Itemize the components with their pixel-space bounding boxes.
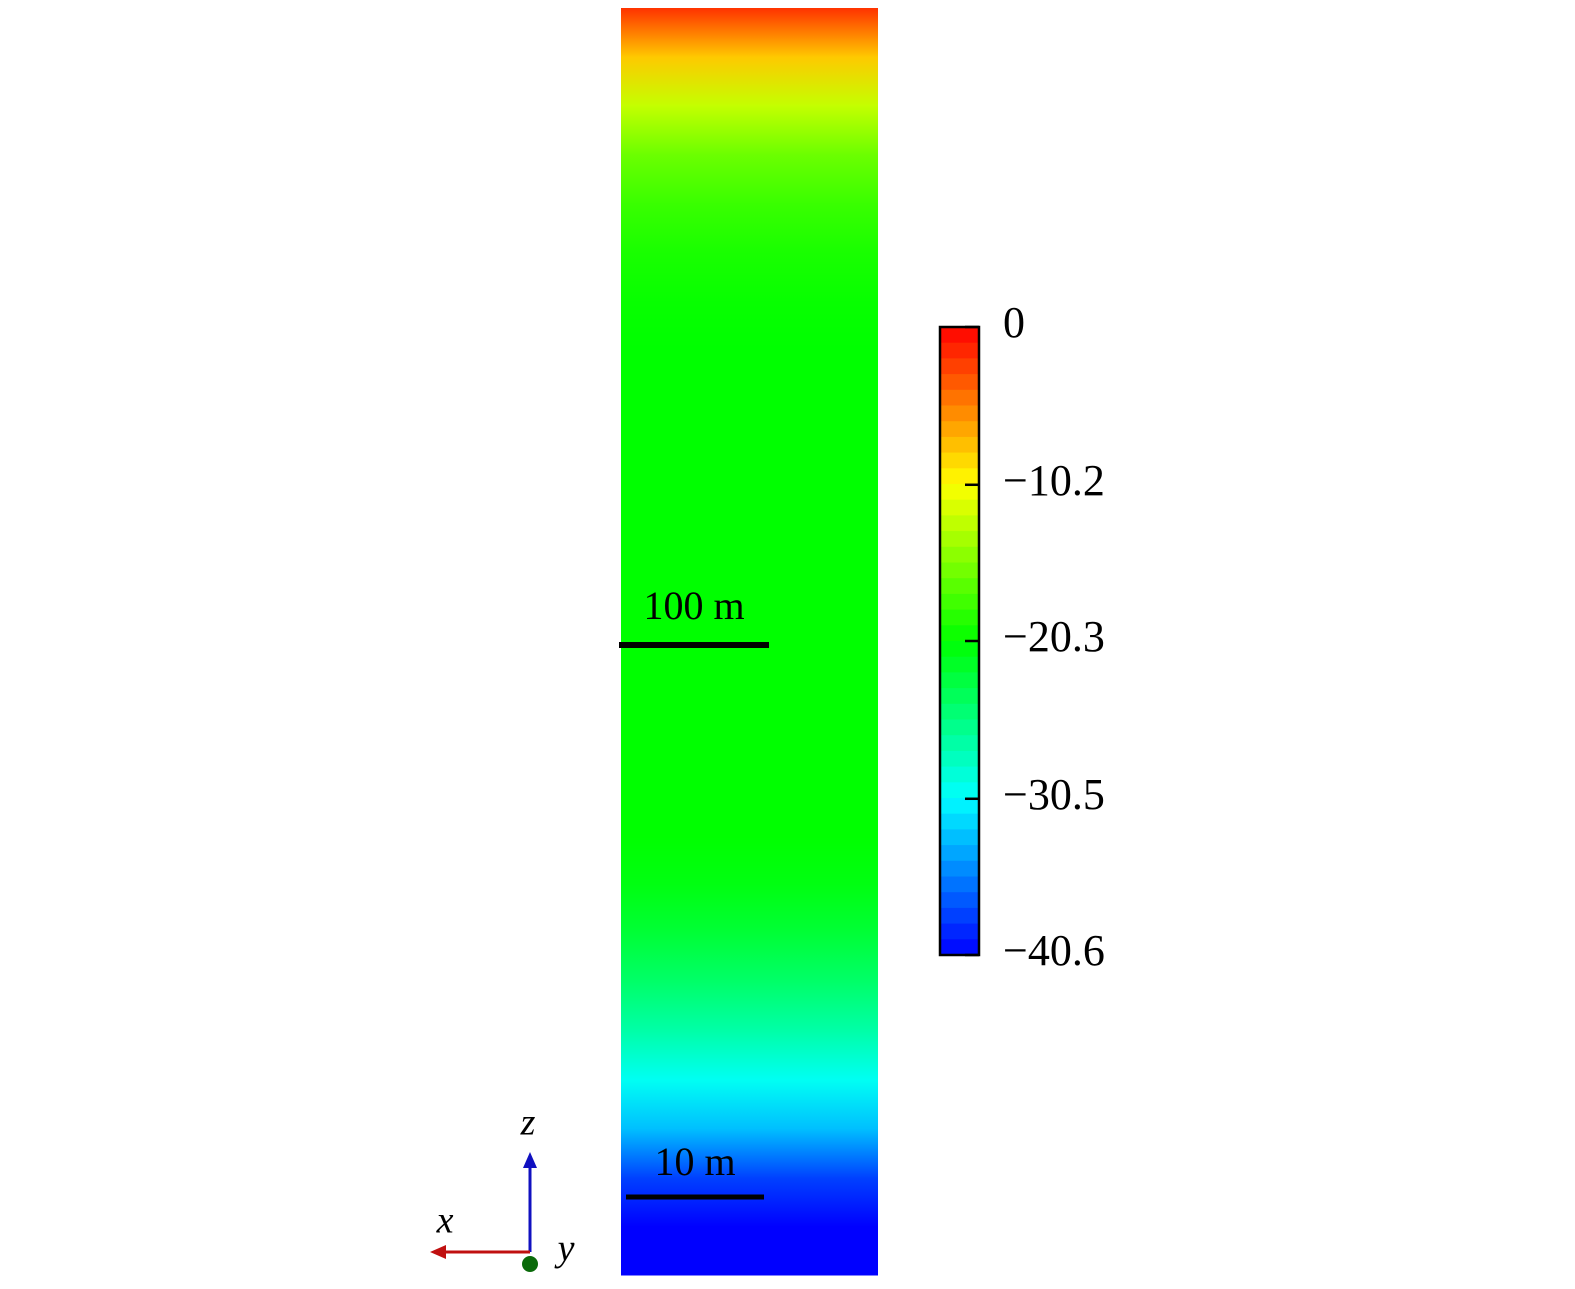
field-row — [621, 300, 878, 350]
colorbar-swatch — [940, 672, 979, 689]
colorbar-swatch — [940, 735, 979, 752]
colorbar-tick-label: 0 — [1003, 298, 1025, 347]
z-arrow — [523, 1152, 537, 1168]
colorbar-swatch — [940, 703, 979, 720]
colorbar-swatch — [940, 813, 979, 830]
field-row — [621, 1031, 878, 1081]
colorbar-swatch — [940, 907, 979, 925]
field-row — [621, 738, 878, 789]
colorbar-swatch — [940, 845, 979, 862]
field-row — [621, 544, 878, 594]
field-row — [621, 1177, 878, 1227]
colorbar-swatch — [940, 609, 979, 626]
field-row — [621, 1080, 878, 1130]
field-row — [621, 349, 878, 399]
colorbar-swatch — [940, 562, 979, 579]
field-row — [621, 56, 878, 106]
colorbar-swatch — [940, 923, 979, 940]
colorbar-swatch — [940, 798, 979, 815]
colorbar-swatch — [940, 452, 979, 469]
colorbar-tick-label: −10.2 — [1003, 456, 1105, 505]
field-row — [621, 787, 878, 837]
colorbar-swatch — [940, 405, 979, 422]
field-row — [621, 982, 878, 1032]
axis-label: y — [554, 1228, 575, 1270]
colorbar-swatch — [940, 499, 979, 516]
colorbar-swatch — [940, 892, 979, 909]
colorbar-swatch — [940, 531, 979, 548]
field-row — [621, 251, 878, 301]
x-arrow — [430, 1245, 446, 1259]
colorbar-swatch — [940, 389, 979, 406]
colorbar-tick-label: −20.3 — [1003, 612, 1105, 661]
colorbar-tick-label: −30.5 — [1003, 770, 1105, 819]
colorbar-swatch — [940, 342, 979, 359]
field-row — [621, 1226, 878, 1276]
colorbar-swatch — [940, 515, 979, 532]
field-row — [621, 495, 878, 545]
colorbar-swatch — [940, 374, 979, 391]
field-row — [621, 397, 878, 448]
colorbar-swatch — [940, 641, 979, 658]
colorbar-swatch — [940, 750, 979, 768]
colorbar-swatch — [940, 939, 979, 956]
colorbar-swatch — [940, 484, 979, 501]
axis-label: z — [520, 1102, 536, 1144]
colorbar-swatch — [940, 421, 979, 438]
colorbar-swatch — [940, 860, 979, 877]
colorbar-swatch — [940, 876, 979, 893]
field-row — [621, 885, 878, 935]
colorbar-swatch — [940, 327, 979, 344]
colorbar-swatch — [940, 766, 979, 783]
colorbar-swatch — [940, 829, 979, 846]
colorbar-swatch — [940, 358, 979, 375]
scale-bar-label: 100 m — [643, 583, 744, 628]
colorbar-swatch — [940, 656, 979, 673]
field-row — [621, 105, 878, 155]
y-axis-dot — [522, 1256, 538, 1272]
colorbar-swatch — [940, 468, 979, 485]
colorbar-swatch — [940, 719, 979, 736]
colorbar-swatch — [940, 436, 979, 454]
colorbar-swatch — [940, 782, 979, 799]
field-row — [621, 592, 878, 642]
colorbar-swatch — [940, 546, 979, 563]
field-row — [621, 641, 878, 691]
colorbar-swatch — [940, 688, 979, 705]
field-row — [621, 836, 878, 886]
field-row — [621, 933, 878, 984]
field-column — [621, 8, 878, 1276]
field-row — [621, 154, 878, 204]
colorbar-swatch — [940, 593, 979, 611]
colorbar-swatch — [940, 625, 979, 642]
field-row — [621, 202, 878, 253]
scale-bar-label: 10 m — [654, 1139, 735, 1184]
colorbar-tick-label: −40.6 — [1003, 926, 1105, 975]
field-row — [621, 690, 878, 740]
colorbar-swatch — [940, 578, 979, 595]
colorbar: 0 −10.2 −20.3 −30.5 −40.6 — [938, 298, 1105, 975]
field-row — [621, 1128, 878, 1179]
field-row — [621, 8, 878, 58]
field-row — [621, 446, 878, 496]
axis-label: x — [436, 1200, 454, 1242]
